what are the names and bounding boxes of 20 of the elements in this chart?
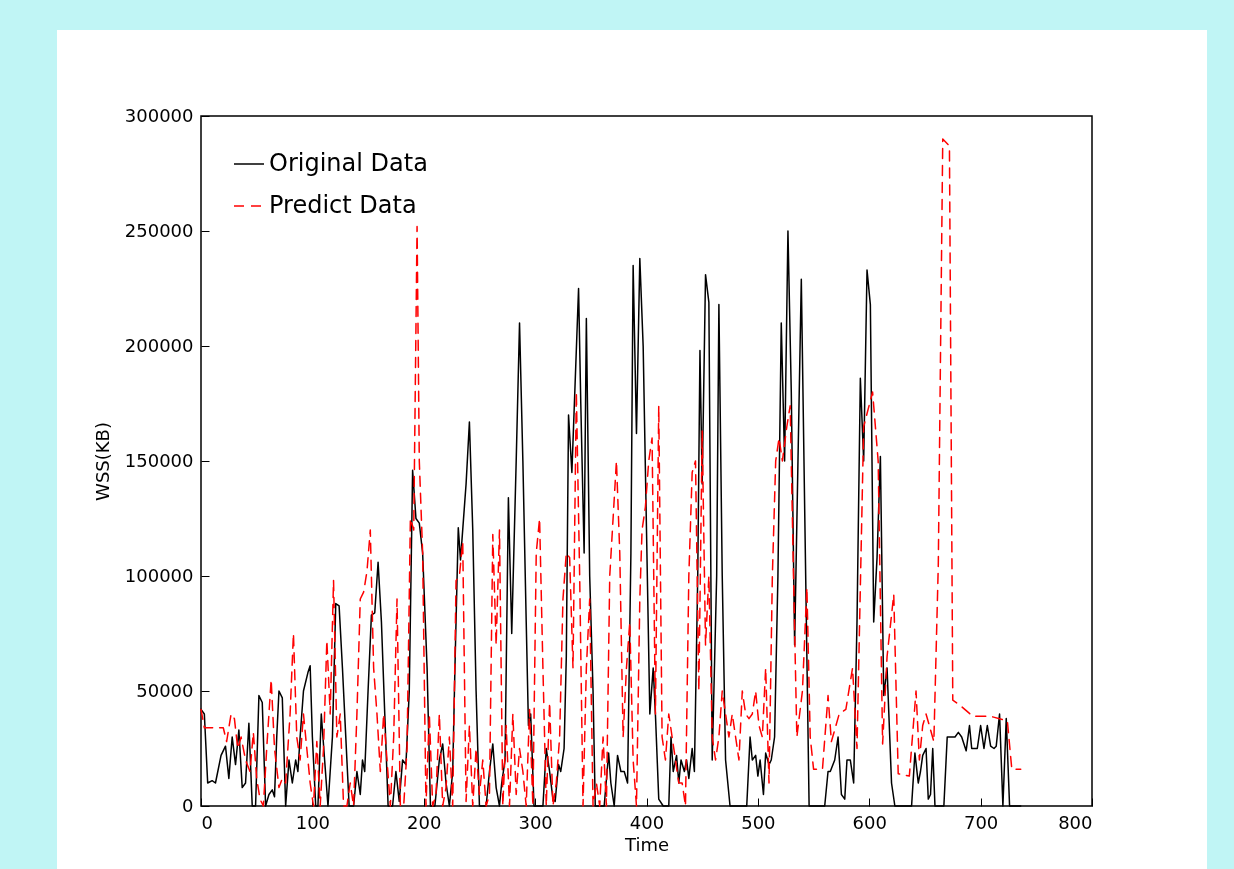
legend-label: Predict Data [269, 191, 417, 219]
y-tick-label: 100000 [124, 564, 194, 586]
x-tick-label: 300 [518, 811, 553, 833]
x-tick-label: 100 [295, 811, 331, 833]
y-tick-label: 300000 [124, 104, 194, 126]
y-tick-label: 200000 [124, 334, 194, 356]
x-axis-title: Time [623, 833, 670, 855]
x-tick-label: 200 [407, 811, 442, 833]
x-tick-label: 0 [201, 811, 213, 833]
x-tick-label: 400 [629, 811, 665, 833]
y-tick-label: 50000 [136, 679, 194, 701]
x-tick-label: 700 [963, 811, 999, 833]
y-tick-label: 250000 [124, 219, 194, 241]
y-tick-label: 0 [182, 794, 194, 816]
y-tick-label: 150000 [124, 449, 194, 471]
legend-label: Original Data [269, 149, 428, 177]
x-tick-label: 600 [852, 811, 887, 833]
x-tick-label: 500 [741, 811, 776, 833]
y-axis-title: WSS(KB) [91, 422, 113, 501]
x-tick-label: 800 [1058, 811, 1093, 833]
